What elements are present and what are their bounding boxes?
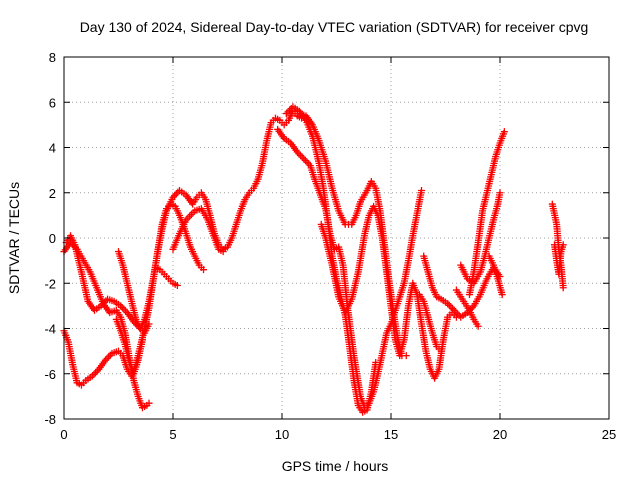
y-axis-label: SDTVAR / TECUs [6,182,22,294]
y-tick-label: 0 [49,231,56,246]
data-point [303,158,311,166]
data-point [298,153,306,161]
data-point [447,303,455,311]
data-point [449,305,457,313]
data-point [173,282,181,290]
data-point [498,291,506,299]
series-track-17 [485,252,506,299]
data-point [297,151,305,159]
data-point [300,155,308,163]
data-point [445,301,453,309]
data-point [138,336,146,344]
y-tick-label: -6 [44,367,56,382]
data-point [418,186,426,194]
series-track-7 [169,205,227,256]
series-track-19 [551,241,567,278]
data-point [90,370,98,378]
series-track-4 [115,248,153,337]
series-track-12 [415,291,445,355]
data-point [402,352,410,360]
x-tick-label: 25 [602,427,616,442]
data-point [500,128,508,136]
data-point [372,358,380,366]
data-point [474,322,482,330]
y-tick-label: 2 [49,186,56,201]
y-tick-label: -4 [44,322,56,337]
chart-title: Day 130 of 2024, Sidereal Day-to-day VTE… [80,19,589,35]
x-tick-label: 5 [169,427,176,442]
x-tick-label: 20 [493,427,507,442]
data-point [92,369,100,377]
series-track-14 [452,286,482,330]
series-track-6 [152,263,181,290]
data-point [105,353,113,361]
data-point [118,304,126,312]
data-point [145,320,153,328]
data-point [120,305,128,313]
x-tick-label: 10 [275,427,289,442]
y-tick-label: 4 [49,141,56,156]
y-tick-label: 8 [49,50,56,65]
data-layer [60,103,567,416]
series-track-18 [548,200,567,292]
series-track-16 [465,128,508,299]
series-track-8 [274,125,426,412]
axis-ticks: 0 5 10 15 20 25 -8 -6 -4 -2 0 2 4 6 8 [44,50,616,442]
series-track-5 [112,315,146,378]
x-tick-label: 15 [384,427,398,442]
data-point [200,266,208,274]
data-point [301,157,309,165]
data-point [219,248,227,256]
grid [64,57,609,419]
y-tick-label: -2 [44,276,56,291]
data-point [559,284,567,292]
x-axis-label: GPS time / hours [282,458,389,474]
y-tick-label: 6 [49,95,56,110]
x-tick-label: 0 [60,427,67,442]
series-track-11 [317,202,460,382]
data-point [437,347,445,355]
y-tick-label: -8 [44,412,56,427]
data-point [145,399,153,407]
series-track-9 [282,103,380,416]
series-track-3 [60,200,208,389]
data-point [496,189,504,197]
data-point [559,241,567,249]
